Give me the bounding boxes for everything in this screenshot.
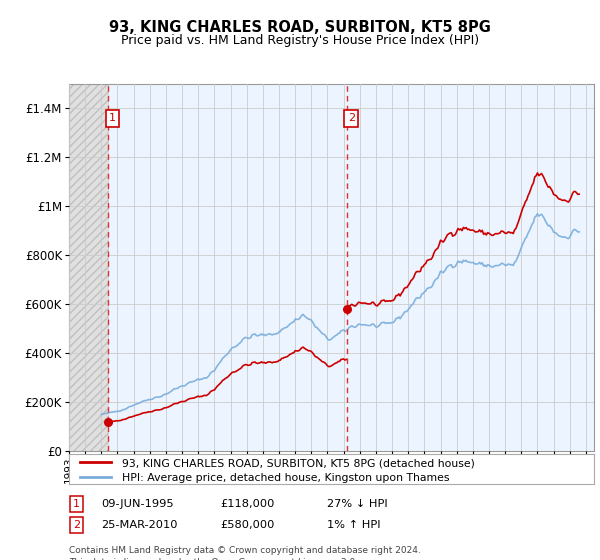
Text: 27% ↓ HPI: 27% ↓ HPI <box>327 499 388 509</box>
Text: 09-JUN-1995: 09-JUN-1995 <box>101 499 173 509</box>
Bar <box>69 84 109 451</box>
Text: 1: 1 <box>109 113 116 123</box>
Text: 1% ↑ HPI: 1% ↑ HPI <box>327 520 380 530</box>
Text: 2: 2 <box>348 113 355 123</box>
Text: HPI: Average price, detached house, Kingston upon Thames: HPI: Average price, detached house, King… <box>121 473 449 483</box>
Text: Price paid vs. HM Land Registry's House Price Index (HPI): Price paid vs. HM Land Registry's House … <box>121 34 479 46</box>
Text: 1: 1 <box>73 499 80 509</box>
Bar <box>69 84 109 451</box>
Text: 2: 2 <box>73 520 80 530</box>
Text: £580,000: £580,000 <box>221 520 275 530</box>
Text: 25-MAR-2010: 25-MAR-2010 <box>101 520 178 530</box>
Bar <box>109 84 594 451</box>
Text: 93, KING CHARLES ROAD, SURBITON, KT5 8PG: 93, KING CHARLES ROAD, SURBITON, KT5 8PG <box>109 20 491 35</box>
Text: £118,000: £118,000 <box>221 499 275 509</box>
Text: 93, KING CHARLES ROAD, SURBITON, KT5 8PG (detached house): 93, KING CHARLES ROAD, SURBITON, KT5 8PG… <box>121 459 475 469</box>
Text: Contains HM Land Registry data © Crown copyright and database right 2024.
This d: Contains HM Land Registry data © Crown c… <box>69 546 421 560</box>
